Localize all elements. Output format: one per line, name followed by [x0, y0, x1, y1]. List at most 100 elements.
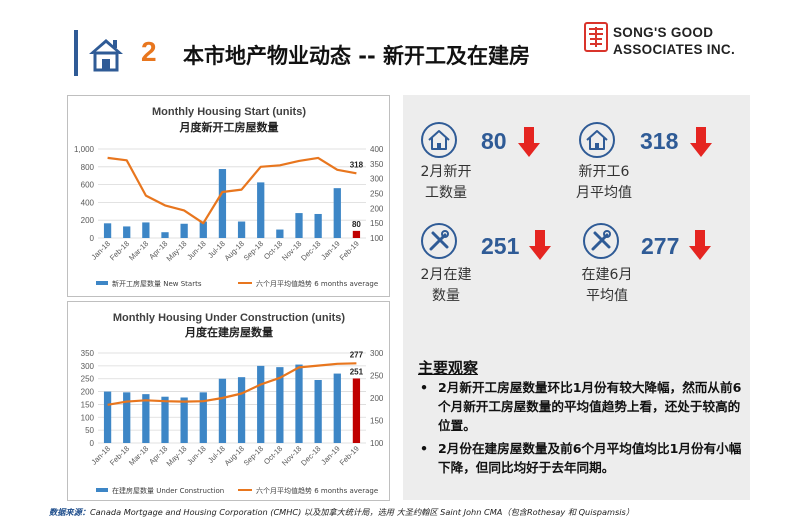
left-axis-tick-label: 300 — [81, 362, 95, 371]
chart-bar — [123, 392, 131, 443]
left-axis-tick-label: 50 — [85, 426, 94, 435]
housing-construction-chart-svg: Monthly Housing Under Construction (unit… — [81, 312, 384, 495]
stat-value-construction-average: 277 — [641, 233, 680, 259]
down-arrow-icon — [518, 127, 540, 157]
stat-label-line: 数量 — [432, 288, 460, 304]
chart-bar — [276, 229, 284, 238]
housing-construction-chart: Monthly Housing Under Construction (unit… — [67, 301, 390, 501]
right-axis-tick-label: 150 — [370, 417, 384, 426]
right-axis-tick-label: 300 — [370, 175, 384, 184]
x-axis-tick-label: Aug-18 — [223, 239, 246, 262]
chart-bar — [218, 378, 227, 443]
legend-bar-label: 新开工房屋数量 New Starts — [112, 279, 202, 288]
x-axis-tick-label: Dec-18 — [299, 239, 322, 262]
x-axis-tick-label: Jun-18 — [185, 444, 208, 467]
x-axis-tick-label: Mar-18 — [127, 444, 150, 467]
x-axis-tick-label: Aug-18 — [223, 444, 246, 467]
chart-title: Monthly Housing Under Construction (unit… — [113, 312, 346, 324]
x-axis-tick-label: Nov-18 — [280, 444, 303, 467]
right-axis-tick-label: 100 — [370, 234, 384, 243]
stat-value-new-starts: 80 — [481, 128, 507, 154]
right-axis-tick-label: 150 — [370, 219, 384, 228]
x-axis-tick-label: Jan-19 — [319, 239, 342, 262]
legend-bar-swatch — [96, 488, 108, 492]
chart-bar — [257, 365, 265, 443]
x-axis-tick-label: May-18 — [165, 444, 189, 468]
housing-start-chart-svg: Monthly Housing Start (units) 月度新开工房屋数量 0 2… — [74, 106, 384, 288]
chart-bar — [142, 394, 150, 443]
stat-label-construction-average: 在建6月 平均值 — [568, 265, 646, 307]
stat-label-new-starts: 2月新开 工数量 — [412, 162, 480, 204]
source-note: 数据来源：Canada Mortgage and Housing Corpora… — [49, 506, 634, 518]
x-axis-tick-label: Sep-18 — [242, 239, 265, 262]
chart-bar — [295, 213, 303, 238]
chart-bar — [103, 391, 112, 443]
left-axis-tick-label: 150 — [81, 400, 95, 409]
chart-bar — [103, 223, 112, 238]
legend-bar-swatch — [96, 281, 108, 285]
chart-title: Monthly Housing Start (units) — [152, 106, 306, 118]
observation-text: 2月份在建房屋数量及前6个月平均值均比1月份有小幅下降，但同比均好于去年同期。 — [438, 441, 742, 475]
x-axis-tick-label: Feb-18 — [108, 239, 131, 262]
right-axis-tick-label: 200 — [370, 394, 384, 403]
house-icon — [421, 122, 457, 158]
down-arrow-icon — [529, 230, 551, 260]
chart-bar — [276, 367, 284, 443]
stat-label-line: 新开工6 — [578, 164, 630, 180]
brand-name: SONG'S GOOD ASSOCIATES INC. — [613, 24, 735, 58]
x-axis-tick-label: Mar-18 — [127, 239, 150, 262]
left-axis-tick-label: 200 — [81, 216, 95, 225]
stat-label-starts-average: 新开工6 月平均值 — [565, 162, 643, 204]
left-axis-tick-label: 200 — [81, 388, 95, 397]
chart-bar — [161, 396, 169, 443]
x-axis-tick-label: Feb-19 — [338, 444, 361, 467]
stat-label-line: 平均值 — [586, 288, 628, 304]
chart-subtitle: 月度新开工房屋数量 — [179, 120, 279, 134]
chart-bar — [218, 169, 227, 238]
bullet: • — [420, 380, 429, 395]
legend-bar-label: 在建房屋数量 Under Construction — [112, 486, 224, 495]
x-axis-tick-label: Dec-18 — [299, 444, 322, 467]
legend-line-label: 六个月平均值趋势 6 months average — [256, 279, 378, 288]
tools-icon — [421, 223, 457, 259]
left-axis-tick-label: 350 — [81, 349, 95, 358]
right-axis-tick-label: 250 — [370, 190, 384, 199]
left-axis-tick-label: 800 — [81, 163, 95, 172]
chart-bar — [161, 232, 169, 238]
stat-label-line: 在建6月 — [581, 267, 633, 283]
chart-bar — [199, 221, 207, 238]
housing-start-chart: Monthly Housing Start (units) 月度新开工房屋数量 0 2… — [67, 95, 390, 297]
right-axis-tick-label: 300 — [370, 349, 384, 358]
average-line — [107, 362, 357, 406]
stat-label-line: 2月新开 — [420, 164, 472, 180]
house-icon — [579, 122, 615, 158]
chart-bar — [352, 378, 361, 443]
chart-bar — [237, 377, 246, 443]
down-arrow-icon — [689, 230, 711, 260]
chart-bar — [314, 213, 322, 238]
header-accent-bar — [74, 30, 78, 76]
section-number: 2 — [141, 36, 157, 67]
brand-name-line2: ASSOCIATES INC. — [613, 42, 736, 57]
chart-bar — [180, 397, 188, 443]
x-axis-tick-label: Feb-18 — [108, 444, 131, 467]
chart-bar — [352, 230, 361, 238]
chart-bar — [142, 222, 150, 238]
x-axis-tick-label: Sep-18 — [242, 444, 265, 467]
source-label: 数据来源： — [49, 507, 90, 517]
right-axis-tick-label: 200 — [370, 204, 384, 213]
observation-item: • 2月份在建房屋数量及前6个月平均值均比1月份有小幅下降，但同比均好于去年同期。 — [416, 439, 748, 477]
chart-subtitle: 月度在建房屋数量 — [184, 325, 273, 339]
x-axis-tick-label: Nov-18 — [280, 239, 303, 262]
bar-data-label: 251 — [350, 367, 364, 376]
x-axis-tick-label: Jan-19 — [319, 444, 342, 467]
stat-label-line: 工数量 — [425, 185, 467, 201]
line-data-label: 318 — [350, 160, 364, 169]
source-text: Canada Mortgage and Housing Corporation … — [89, 507, 634, 517]
tools-icon — [583, 223, 619, 259]
average-line — [107, 156, 357, 225]
left-axis-tick-label: 0 — [90, 439, 95, 448]
observations-list: • 2月新开工房屋数量环比1月份有较大降幅，然而从前6个月新开工房屋数量的平均值趋… — [416, 378, 748, 481]
page-title: 本市地产物业动态 -- 新开工及在建房 — [183, 44, 531, 68]
legend-line-label: 六个月平均值趋势 6 months average — [256, 486, 378, 495]
